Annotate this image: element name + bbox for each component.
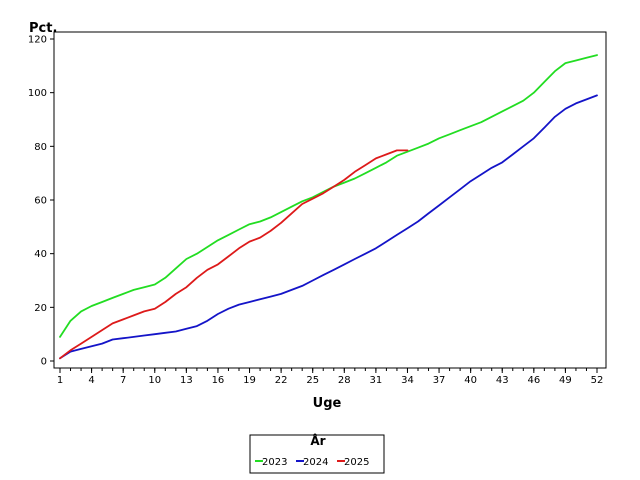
x-tick-label: 13 — [180, 375, 193, 386]
x-axis: 1 4 7 10 13 16 19 22 25 28 31 34 37 40 43 46 49 52 — [57, 368, 604, 386]
legend: År 2023 2024 2025 — [249, 433, 385, 474]
x-tick-label: 49 — [559, 375, 572, 386]
y-tick-label: 40 — [34, 249, 47, 260]
legend-label-2025: 2025 — [344, 457, 369, 468]
legend-items: 2023 2024 2025 — [255, 457, 369, 468]
x-tick-label: 43 — [496, 375, 509, 386]
x-tick-label: 28 — [338, 375, 351, 386]
y-axis: 0 20 40 60 80 100 120 — [28, 35, 54, 368]
x-tick-label: 22 — [275, 375, 288, 386]
x-tick-label: 4 — [88, 375, 94, 386]
y-tick-label: 100 — [28, 88, 47, 99]
legend-label-2023: 2023 — [262, 457, 287, 468]
y-tick-label: 20 — [34, 303, 47, 314]
x-axis-label: Uge — [313, 396, 342, 411]
legend-label-2024: 2024 — [303, 457, 328, 468]
x-tick-label: 52 — [591, 375, 604, 386]
x-tick-label: 37 — [433, 375, 446, 386]
y-axis-label: Pct. — [29, 21, 57, 36]
x-tick-label: 46 — [527, 375, 540, 386]
y-tick-label: 60 — [34, 196, 47, 207]
x-tick-label: 40 — [464, 375, 477, 386]
plot-area — [53, 31, 607, 369]
x-tick-label: 19 — [243, 375, 256, 386]
y-tick-label: 0 — [41, 357, 47, 368]
x-tick-label: 25 — [306, 375, 319, 386]
x-tick-label: 7 — [120, 375, 126, 386]
x-tick-label: 16 — [212, 375, 225, 386]
series-line-2024 — [59, 94, 598, 360]
series-line-2025 — [59, 149, 409, 360]
legend-box — [249, 434, 385, 474]
x-tick-label: 10 — [148, 375, 161, 386]
legend-title: År — [310, 433, 325, 448]
series-lines — [59, 54, 598, 360]
x-tick-label: 34 — [401, 375, 414, 386]
y-tick-label: 120 — [28, 35, 47, 46]
x-tick-label: 1 — [57, 375, 63, 386]
x-tick-label: 31 — [370, 375, 383, 386]
y-tick-label: 80 — [34, 142, 47, 153]
